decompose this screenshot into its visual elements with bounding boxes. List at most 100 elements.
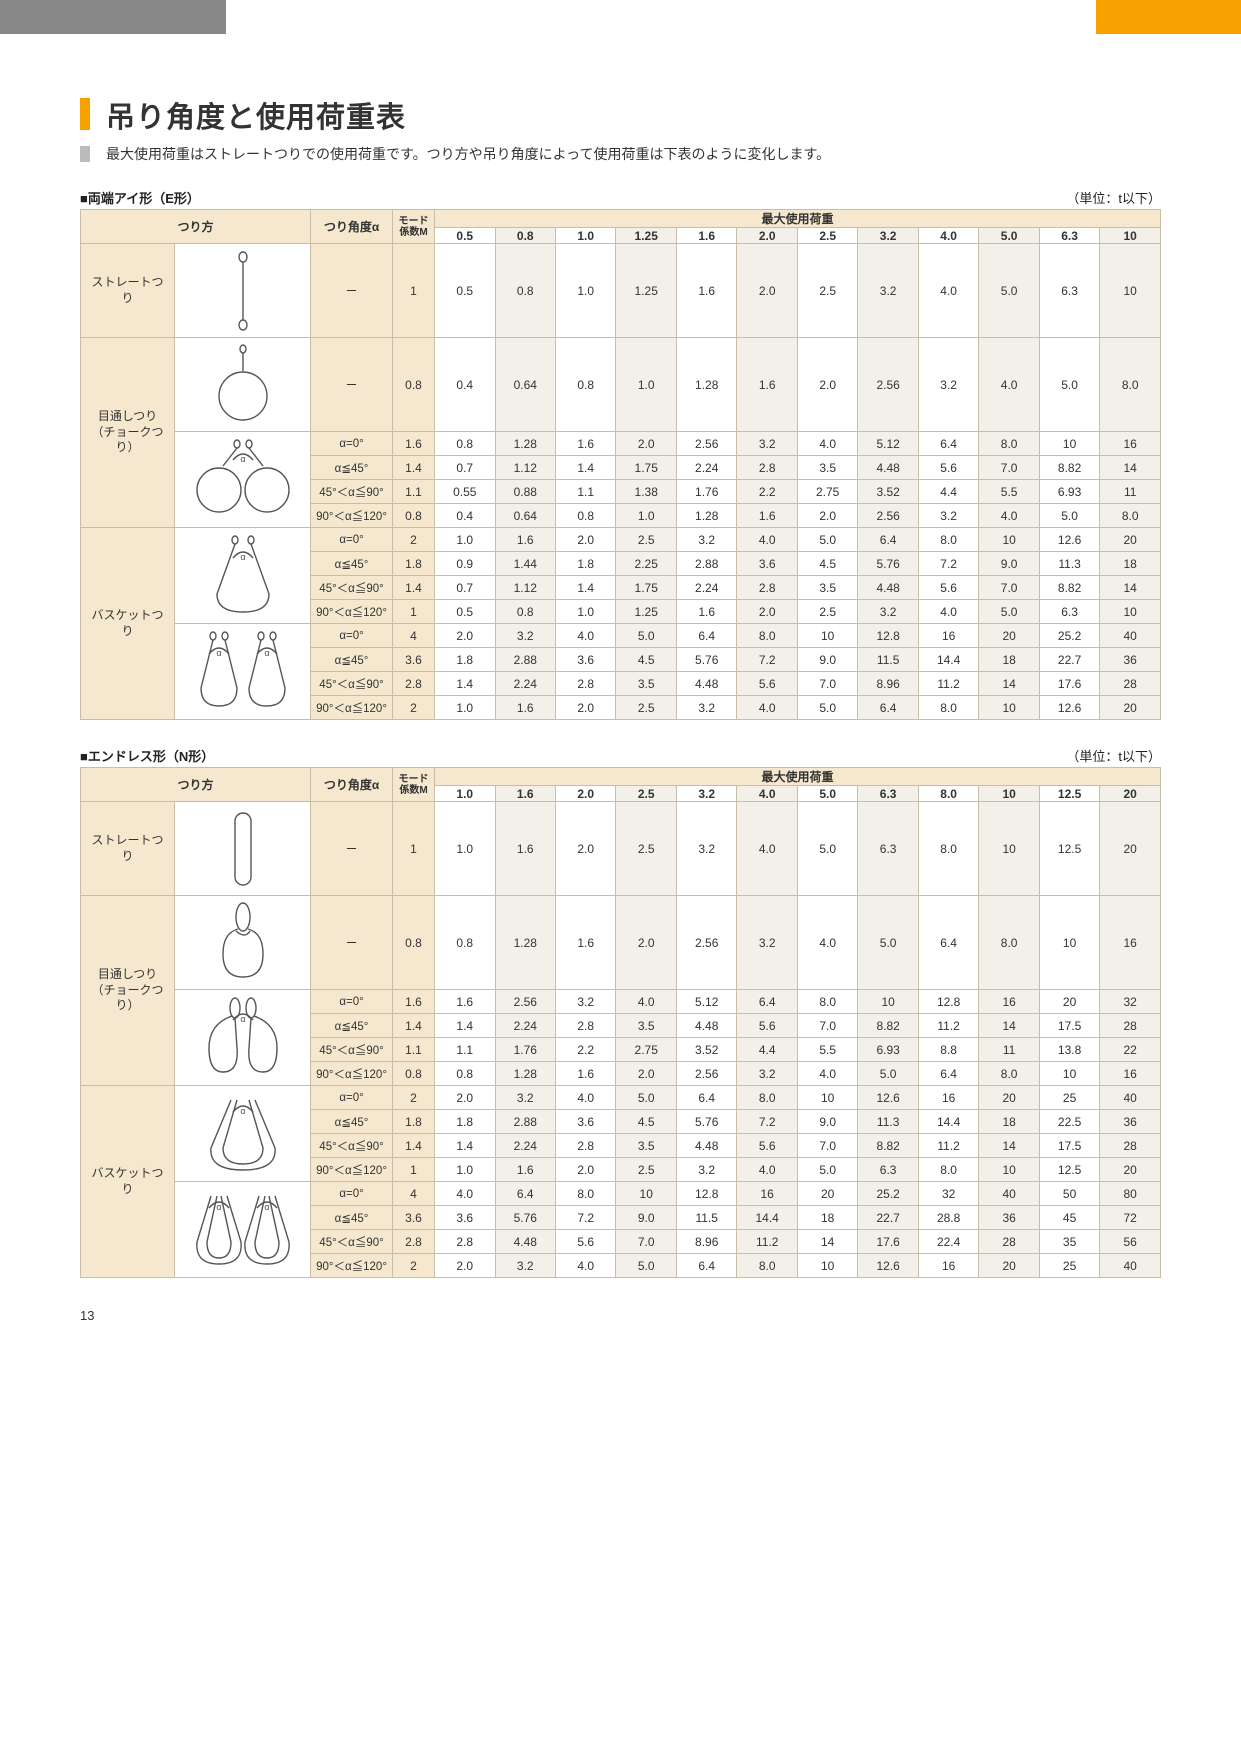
value-cell: 1.4 — [435, 1134, 495, 1158]
value-cell: 17.5 — [1039, 1014, 1099, 1038]
value-cell: 16 — [918, 1086, 978, 1110]
value-cell: 7.0 — [797, 1134, 857, 1158]
value-cell: 4.0 — [555, 1086, 615, 1110]
value-cell: 5.76 — [676, 648, 736, 672]
value-cell: 2.24 — [676, 456, 736, 480]
value-cell: 2.0 — [555, 528, 615, 552]
value-cell: 13.8 — [1039, 1038, 1099, 1062]
value-cell: 1.76 — [495, 1038, 555, 1062]
value-cell: 0.7 — [435, 456, 495, 480]
angle-cell: ー — [311, 244, 393, 338]
value-cell: 8.0 — [918, 528, 978, 552]
value-cell: 2.88 — [676, 552, 736, 576]
value-cell: 9.0 — [797, 1110, 857, 1134]
angle-cell: α=0° — [311, 624, 393, 648]
section-n-label: ■エンドレス形（N形） — [80, 746, 214, 765]
value-cell: 5.0 — [858, 1062, 918, 1086]
value-cell: 4.0 — [918, 244, 978, 338]
value-cell: 5.0 — [797, 802, 857, 896]
value-cell: 4.0 — [918, 600, 978, 624]
value-cell: 1.28 — [676, 504, 736, 528]
value-cell: 25.2 — [858, 1182, 918, 1206]
value-cell: 22.4 — [918, 1230, 978, 1254]
value-cell: 14 — [979, 672, 1039, 696]
hdr-angle: つり角度α — [311, 768, 393, 802]
value-cell: 2.2 — [737, 480, 797, 504]
value-cell: 50 — [1039, 1182, 1099, 1206]
group-label: ストレートつり — [81, 244, 175, 338]
value-cell: 28.8 — [918, 1206, 978, 1230]
value-cell: 4.48 — [676, 1134, 736, 1158]
mode-cell: 1.8 — [393, 552, 435, 576]
value-cell: 20 — [1100, 802, 1161, 896]
angle-cell: α=0° — [311, 528, 393, 552]
mode-cell: 2.8 — [393, 672, 435, 696]
value-cell: 5.0 — [979, 600, 1039, 624]
value-cell: 1.0 — [435, 1158, 495, 1182]
value-cell: 3.6 — [435, 1206, 495, 1230]
angle-cell: α=0° — [311, 1086, 393, 1110]
value-cell: 1.6 — [555, 1062, 615, 1086]
value-cell: 6.4 — [676, 1086, 736, 1110]
value-cell: 6.93 — [1039, 480, 1099, 504]
value-cell: 11.3 — [858, 1110, 918, 1134]
diagram-cell: α — [175, 990, 311, 1086]
value-cell: 8.96 — [858, 672, 918, 696]
hdr-turi: つり方 — [81, 210, 311, 244]
value-cell: 2.24 — [495, 672, 555, 696]
table-e: つり方つり角度αモード係数M最大使用荷重0.50.81.01.251.62.02… — [80, 209, 1161, 720]
value-cell: 3.52 — [676, 1038, 736, 1062]
value-cell: 5.5 — [797, 1038, 857, 1062]
value-cell: 3.6 — [555, 648, 615, 672]
value-cell: 2.88 — [495, 648, 555, 672]
value-cell: 2.24 — [676, 576, 736, 600]
value-cell: 2.75 — [797, 480, 857, 504]
value-cell: 1.12 — [495, 456, 555, 480]
value-cell: 6.4 — [676, 1254, 736, 1278]
value-cell: 32 — [1100, 990, 1161, 1014]
mode-cell: 1 — [393, 244, 435, 338]
value-cell: 22.7 — [1039, 648, 1099, 672]
value-cell: 6.3 — [1039, 244, 1099, 338]
value-cell: 1.75 — [616, 456, 676, 480]
page-title: 吊り角度と使用荷重表 — [106, 94, 406, 136]
value-cell: 14.4 — [918, 1110, 978, 1134]
hdr-capacity: 6.3 — [858, 786, 918, 802]
value-cell: 0.5 — [435, 600, 495, 624]
value-cell: 5.0 — [979, 244, 1039, 338]
value-cell: 3.2 — [858, 600, 918, 624]
table-row: ααα=0°44.06.48.01012.8162025.232405080 — [81, 1182, 1161, 1206]
mode-cell: 1.8 — [393, 1110, 435, 1134]
value-cell: 17.6 — [1039, 672, 1099, 696]
hdr-capacity: 2.0 — [737, 228, 797, 244]
value-cell: 3.2 — [495, 1086, 555, 1110]
svg-text:α: α — [264, 1202, 269, 1212]
value-cell: 5.12 — [858, 432, 918, 456]
value-cell: 4.0 — [435, 1182, 495, 1206]
svg-text:α: α — [240, 1106, 245, 1116]
section-e-label: ■両端アイ形（E形） — [80, 188, 200, 207]
angle-cell: α≦45° — [311, 1110, 393, 1134]
value-cell: 20 — [979, 1254, 1039, 1278]
value-cell: 10 — [1039, 1062, 1099, 1086]
angle-cell: 45°＜α≦90° — [311, 672, 393, 696]
value-cell: 5.0 — [616, 624, 676, 648]
value-cell: 4.0 — [979, 504, 1039, 528]
value-cell: 20 — [1100, 696, 1161, 720]
value-cell: 3.2 — [495, 624, 555, 648]
value-cell: 12.6 — [1039, 696, 1099, 720]
value-cell: 56 — [1100, 1230, 1161, 1254]
value-cell: 11.2 — [918, 1134, 978, 1158]
value-cell: 7.2 — [737, 648, 797, 672]
value-cell: 2.56 — [676, 896, 736, 990]
value-cell: 5.76 — [858, 552, 918, 576]
value-cell: 7.0 — [797, 1014, 857, 1038]
value-cell: 1.4 — [555, 576, 615, 600]
value-cell: 45 — [1039, 1206, 1099, 1230]
value-cell: 1.12 — [495, 576, 555, 600]
table-row: αα=0°1.60.81.281.62.02.563.24.05.126.48.… — [81, 432, 1161, 456]
value-cell: 6.3 — [858, 1158, 918, 1182]
value-cell: 3.2 — [676, 696, 736, 720]
value-cell: 2.56 — [676, 432, 736, 456]
svg-text:α: α — [216, 1202, 221, 1212]
